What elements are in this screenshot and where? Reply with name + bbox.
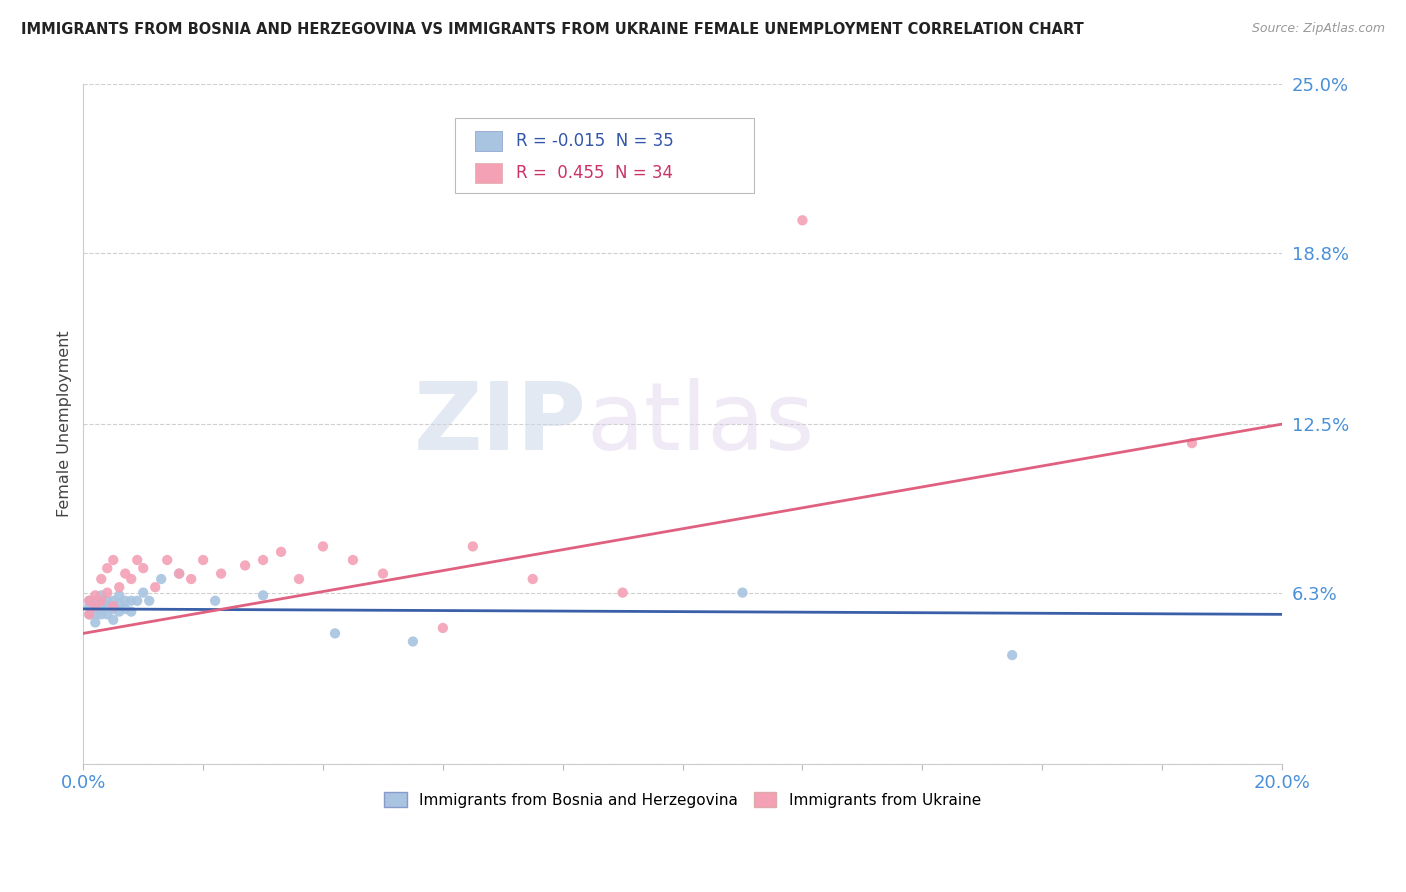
- Point: [342, 553, 364, 567]
- Point: [84, 615, 107, 630]
- Point: [90, 594, 112, 608]
- Point: [432, 621, 454, 635]
- Point: [84, 594, 107, 608]
- FancyBboxPatch shape: [475, 130, 502, 151]
- Text: ZIP: ZIP: [413, 378, 586, 470]
- Point: [90, 588, 112, 602]
- Point: [90, 602, 112, 616]
- Point: [114, 602, 136, 616]
- Point: [96, 561, 118, 575]
- Point: [96, 599, 118, 614]
- Point: [90, 594, 112, 608]
- Point: [371, 566, 394, 581]
- Point: [143, 580, 166, 594]
- Text: R = -0.015  N = 35: R = -0.015 N = 35: [516, 132, 673, 150]
- Point: [79, 607, 101, 622]
- Point: [312, 540, 335, 554]
- Point: [1001, 648, 1024, 662]
- Text: Source: ZipAtlas.com: Source: ZipAtlas.com: [1251, 22, 1385, 36]
- Point: [96, 585, 118, 599]
- Point: [120, 594, 142, 608]
- Point: [114, 594, 136, 608]
- FancyBboxPatch shape: [475, 162, 502, 183]
- Point: [731, 585, 754, 599]
- Point: [103, 602, 125, 616]
- Point: [132, 585, 155, 599]
- Point: [79, 594, 101, 608]
- Point: [96, 607, 118, 622]
- Point: [84, 599, 107, 614]
- Point: [180, 572, 202, 586]
- Point: [270, 545, 292, 559]
- Point: [323, 626, 346, 640]
- Point: [103, 553, 125, 567]
- Point: [233, 558, 256, 573]
- Point: [127, 553, 149, 567]
- Point: [167, 566, 190, 581]
- Point: [288, 572, 311, 586]
- Point: [84, 607, 107, 622]
- Point: [79, 594, 101, 608]
- Point: [792, 213, 814, 227]
- Point: [90, 607, 112, 622]
- Point: [103, 594, 125, 608]
- Text: R =  0.455  N = 34: R = 0.455 N = 34: [516, 164, 673, 182]
- Point: [1181, 436, 1204, 450]
- Point: [84, 588, 107, 602]
- Text: atlas: atlas: [586, 378, 815, 470]
- Point: [103, 613, 125, 627]
- Point: [120, 605, 142, 619]
- Point: [96, 594, 118, 608]
- Point: [191, 553, 214, 567]
- Point: [84, 599, 107, 614]
- Point: [90, 572, 112, 586]
- Point: [204, 594, 226, 608]
- Point: [120, 572, 142, 586]
- Point: [79, 607, 101, 622]
- Point: [114, 566, 136, 581]
- Point: [108, 580, 131, 594]
- Point: [108, 605, 131, 619]
- Point: [252, 588, 274, 602]
- Point: [127, 594, 149, 608]
- Point: [79, 599, 101, 614]
- Text: IMMIGRANTS FROM BOSNIA AND HERZEGOVINA VS IMMIGRANTS FROM UKRAINE FEMALE UNEMPLO: IMMIGRANTS FROM BOSNIA AND HERZEGOVINA V…: [21, 22, 1084, 37]
- Point: [138, 594, 160, 608]
- Point: [156, 553, 179, 567]
- Point: [167, 566, 190, 581]
- Legend: Immigrants from Bosnia and Herzegovina, Immigrants from Ukraine: Immigrants from Bosnia and Herzegovina, …: [378, 786, 987, 814]
- Point: [252, 553, 274, 567]
- Point: [402, 634, 425, 648]
- FancyBboxPatch shape: [456, 119, 755, 194]
- Point: [103, 599, 125, 614]
- Point: [108, 597, 131, 611]
- Point: [522, 572, 544, 586]
- Point: [132, 561, 155, 575]
- Point: [209, 566, 232, 581]
- Point: [108, 588, 131, 602]
- Point: [150, 572, 173, 586]
- Y-axis label: Female Unemployment: Female Unemployment: [58, 331, 72, 517]
- Point: [612, 585, 634, 599]
- Point: [461, 540, 484, 554]
